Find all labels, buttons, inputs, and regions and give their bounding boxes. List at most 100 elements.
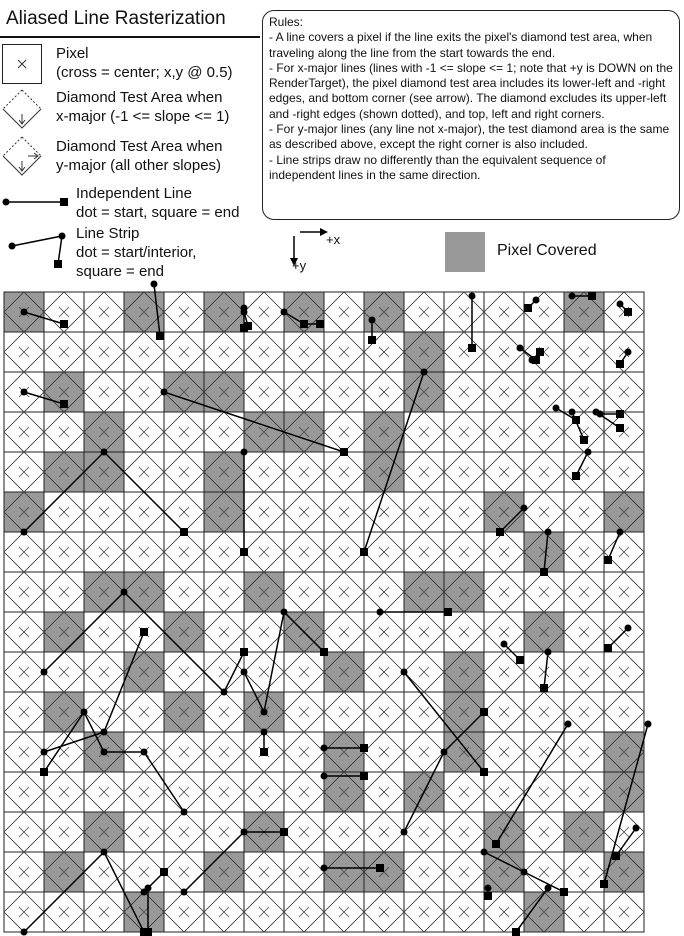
pixel-center-cross [538,586,550,598]
pixel-center-cross [418,546,430,558]
rule-3: - For y-major lines (any line not x-majo… [269,122,670,152]
line-end-square [532,356,540,364]
rule-1: - A line covers a pixel if the line exit… [269,30,653,60]
line-strip [243,610,325,715]
line-start-dot [468,292,476,300]
pixel-center-cross [458,466,470,478]
pixel-center-cross [418,866,430,878]
pixel-center-cross [618,866,630,878]
pixel-center-cross [298,826,310,838]
pixel-center-cross [498,426,510,438]
pixel-center-cross [298,306,310,318]
pixel-center-cross [138,506,150,518]
legend-xmajor-text: Diamond Test Area when x-major (-1 <= sl… [56,89,230,125]
strip-end-square [180,528,188,536]
pixel-center-cross [18,786,30,798]
raster-grid [3,280,652,936]
pixel-center-cross [578,706,590,718]
pixel-center-cross [18,506,30,518]
line-end-square [604,644,612,652]
pixel-center-cross [378,586,390,598]
line-end-square [540,568,548,576]
pixel-center-cross [498,546,510,558]
strip-end-square [160,868,168,876]
pixel-center-cross [378,466,390,478]
line-start-dot [160,388,168,396]
strip-vertex-dot [100,748,108,756]
diamond-test-area [523,891,565,933]
line-end-square [612,852,620,860]
pixel-center-cross [218,866,230,878]
pixel-center-cross [338,466,350,478]
pixel-center-cross [578,626,590,638]
pixel-center-cross [98,346,110,358]
line-start-dot [500,640,508,648]
pixel-center-cross [538,866,550,878]
pixel-center-cross [18,426,30,438]
pixel-center-cross [178,586,190,598]
pixel-center-cross [378,426,390,438]
pixel-center-cross [138,706,150,718]
pixel-center-cross [298,466,310,478]
diamond-test-area [283,891,325,933]
pixel-center-cross [578,506,590,518]
line-end-square [588,292,596,300]
pixel-center-cross [258,666,270,678]
pixel-center-cross [18,346,30,358]
line-start-dot [20,308,28,316]
legend-ymajor-text: Diamond Test Area when y-major (all othe… [56,138,223,174]
pixel-center-cross [218,506,230,518]
pixel-center-cross [18,706,30,718]
pixel-center-cross [578,306,590,318]
pixel-center-cross [418,386,430,398]
strip-end-square [480,768,488,776]
line-start-dot [644,720,652,728]
line-start-dot [150,280,158,288]
pixel-center-cross [258,866,270,878]
line-start-dot [592,408,600,416]
pixel-center-cross [18,586,30,598]
line-start-dot [516,344,524,352]
pixel-center-cross [18,866,30,878]
pixel-center-cross [538,506,550,518]
pixel-center-cross [98,586,110,598]
strip-end-square [140,628,148,636]
pixel-center-cross [218,386,230,398]
pixel-center-cross [98,386,110,398]
pixel-center-cross [18,626,30,638]
pixel-center-cross [498,786,510,798]
pixel-center-cross [218,666,230,678]
pixel-center-cross [498,866,510,878]
pixel-center-cross [338,906,350,918]
pixel-center-cross [378,546,390,558]
diamond-test-area [603,891,645,933]
line-end-square [540,684,548,692]
independent-line [153,283,161,337]
pixel-center-cross [218,306,230,318]
pixel-center-cross [298,426,310,438]
pixel-center-cross [618,586,630,598]
strip-vertex-dot [140,748,148,756]
pixel-center-cross [298,386,310,398]
rules-box: Rules: - A line covers a pixel if the li… [262,10,680,220]
strip-vertex-dot [20,928,28,936]
pixel-center-cross [418,826,430,838]
pixel-center-cross [418,586,430,598]
page-title: Aliased Line Rasterization [6,8,226,29]
pixel-center-cross [418,346,430,358]
line-end-square [604,556,612,564]
line-end-square [368,336,376,344]
pixel-center-cross [578,826,590,838]
line-strip [403,671,485,773]
pixel-center-cross [618,786,630,798]
pixel-center-cross [458,866,470,878]
strip-vertex-dot [440,748,448,756]
pixel-center-cross [578,786,590,798]
line-start-dot [616,528,624,536]
pixel-center-cross [298,506,310,518]
pixel-center-cross [138,466,150,478]
pixel-center-cross [338,626,350,638]
pixel-center-cross [338,426,350,438]
pixel-center-cross [58,546,70,558]
diamond-test-area [483,891,525,933]
